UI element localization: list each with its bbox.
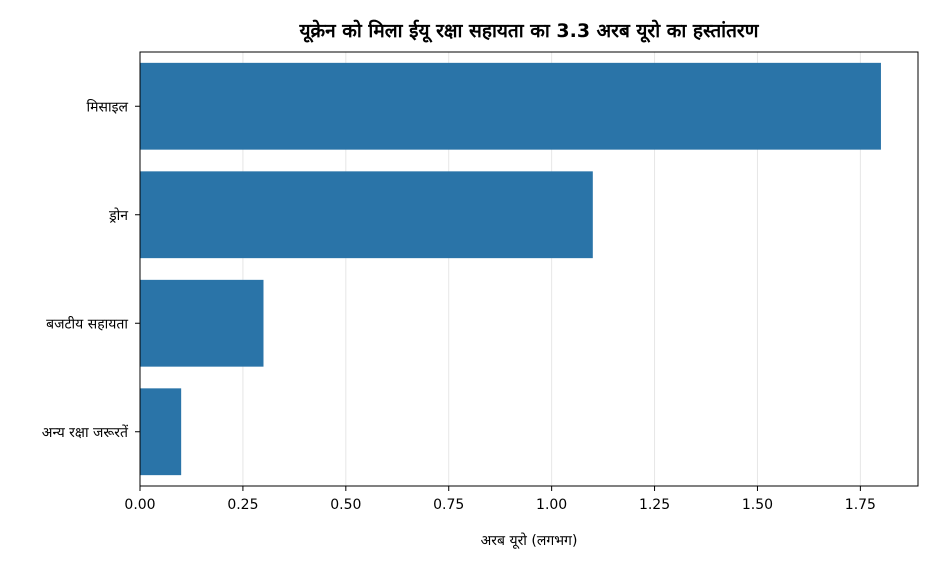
x-tick-label: 0.00 <box>124 497 155 513</box>
y-axis-ticks: मिसाइल ड्रोन बजटीय सहायता अन्य रक्षा जरूरते… <box>42 98 140 441</box>
y-tick-label: बजटीय सहायता <box>46 315 128 332</box>
bar <box>140 279 264 367</box>
x-tick-label: 1.50 <box>742 497 773 513</box>
y-tick-label: मिसाइल <box>87 98 129 115</box>
bar <box>140 388 182 476</box>
y-tick-label: अन्य रक्षा जरूरतें <box>42 424 129 441</box>
x-tick-label: 0.75 <box>433 497 464 513</box>
chart-title: यूक्रेन को मिला ईयू रक्षा सहायता का 3.3 … <box>299 20 759 42</box>
x-axis-label: अरब यूरो (लगभग) <box>481 532 578 549</box>
x-tick-label: 1.75 <box>845 497 876 513</box>
x-tick-label: 0.25 <box>227 497 258 513</box>
bar <box>140 171 593 259</box>
plot-frame <box>139 51 919 487</box>
x-tick-label: 1.25 <box>639 497 670 513</box>
bars <box>140 62 881 476</box>
x-axis-ticks: 0.00 0.25 0.50 0.75 1.00 1.25 1.50 1.75 <box>124 486 876 513</box>
x-tick-label: 1.00 <box>536 497 567 513</box>
y-tick-label: ड्रोन <box>108 207 128 224</box>
bar <box>140 62 881 150</box>
x-tick-label: 0.50 <box>330 497 361 513</box>
